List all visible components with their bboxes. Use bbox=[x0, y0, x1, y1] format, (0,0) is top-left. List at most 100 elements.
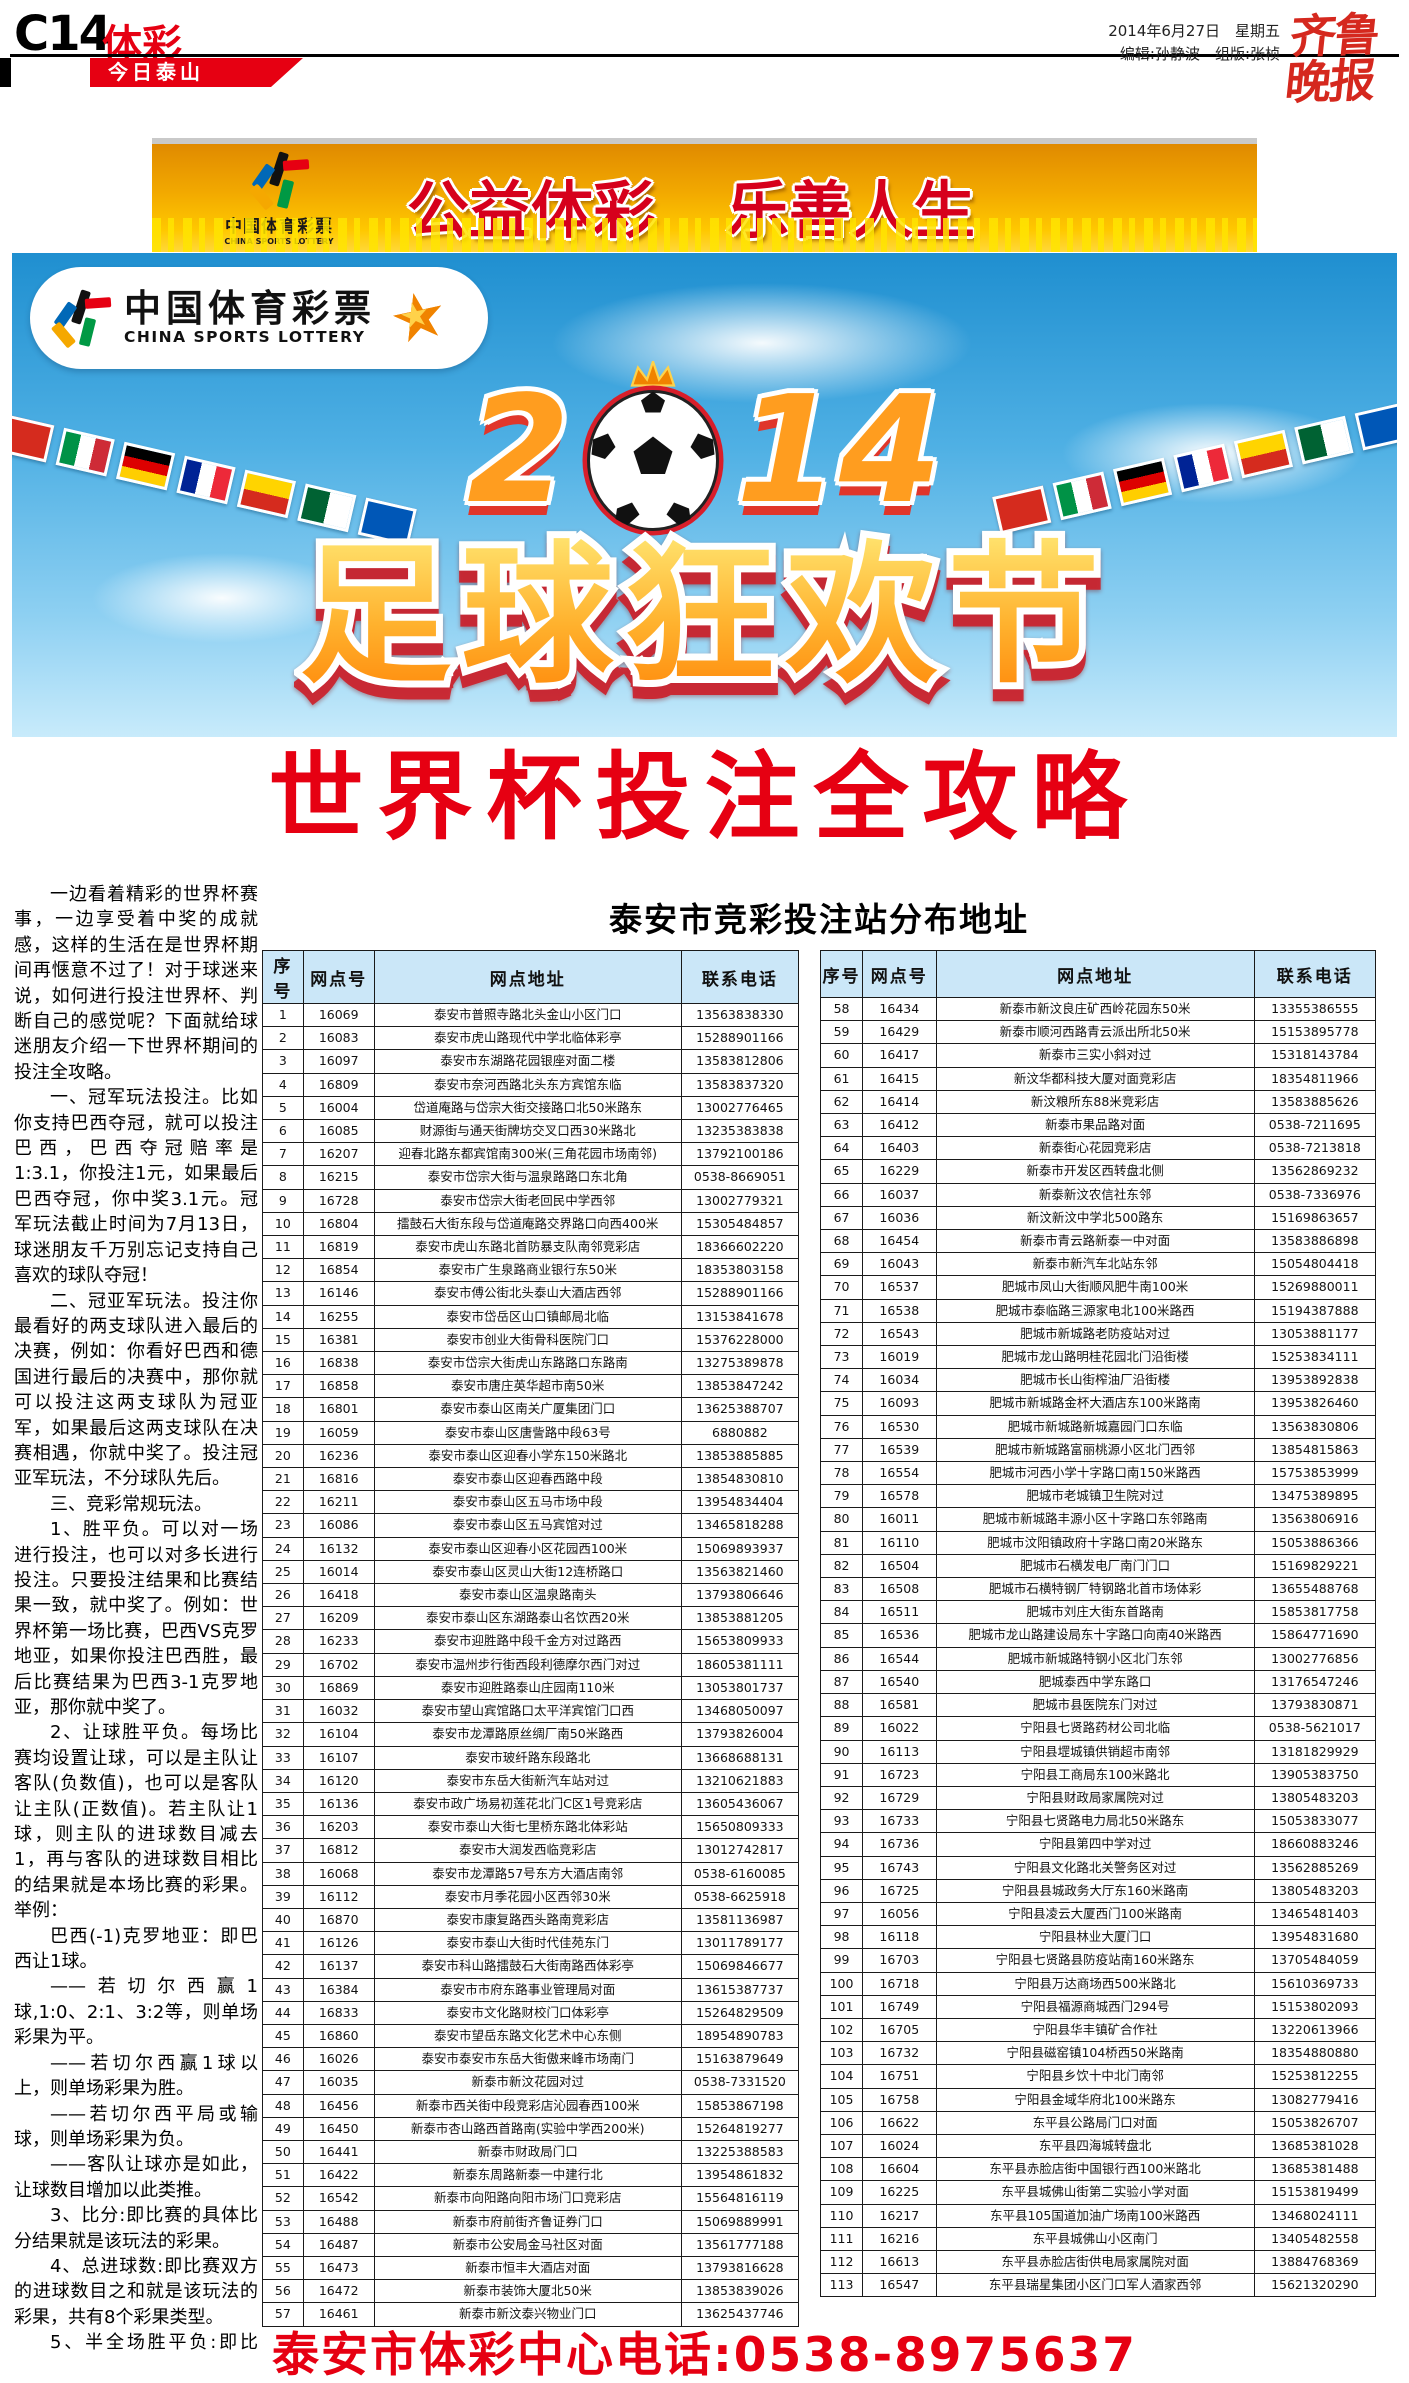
main-headline: 世界杯投注全攻略 bbox=[268, 742, 1141, 853]
table-row: 107 16024 东平县四海城转盘北 13685381028 bbox=[819, 2133, 1377, 2159]
column-header: 网点地址 bbox=[373, 950, 682, 1004]
cloud bbox=[552, 283, 972, 403]
page-number: C14 bbox=[14, 6, 112, 62]
table-row: 37 16812 泰安市大润发西临竞彩店 13012742817 bbox=[262, 1838, 800, 1863]
table-row: 18 16801 泰安市泰山区南关广厦集团门口 13625388707 bbox=[262, 1397, 800, 1422]
table-row: 88 16581 肥城市县医院东门对过 13793830871 bbox=[819, 1693, 1377, 1718]
table-row: 33 16107 泰安市玻纤路东段路北 13668688131 bbox=[262, 1745, 800, 1770]
table-row: 84 16511 肥城市刘庄大街东首路南 15853817758 bbox=[819, 1600, 1377, 1625]
article-paragraph: ——客队让球亦是如此，让球数目增加以此类推。 bbox=[14, 2154, 258, 2201]
table-row: 29 16702 泰安市温州步行街西段利德摩尔西门对过 18605381111 bbox=[262, 1652, 800, 1677]
article-paragraph: ——若切尔西赢1球以上，则单场彩果为胜。 bbox=[14, 2052, 258, 2100]
table-row: 9 16728 泰安市岱宗大街老回民中学西邻 13002779321 bbox=[262, 1188, 800, 1213]
table-row: 3 16097 泰安市东湖路花园银座对面二楼 13583812806 bbox=[262, 1049, 800, 1074]
table-row: 32 16104 泰安市龙潭路原丝绸厂南50米路西 13793826004 bbox=[262, 1722, 800, 1747]
table-row: 11 16819 泰安市虎山东路北首防暴支队南邻竞彩店 18366602220 bbox=[262, 1235, 800, 1260]
column-header: 网点号 bbox=[302, 950, 375, 1004]
table-row: 7 16207 迎春北路东都宾馆南300米(三角花园市场南邻) 13792100186 bbox=[262, 1142, 800, 1167]
lottery-ribbon-icon bbox=[50, 289, 112, 349]
table-row: 24 16132 泰安市泰山区迎春小区花园西100米 15069893937 bbox=[262, 1536, 800, 1561]
table-row: 46 16026 泰安市泰安市东岳大街傲来峰市场南门 15163879649 bbox=[262, 2047, 800, 2072]
column-header: 网点地址 bbox=[935, 950, 1255, 998]
table-row: 4 16809 泰安市奈河西路北头东方宾馆东临 13583837320 bbox=[262, 1072, 800, 1097]
table-row: 67 16036 新汶新汶中学北500路东 15169863657 bbox=[819, 1205, 1377, 1231]
station-list-title: 泰安市竞彩投注站分布地址 bbox=[609, 900, 1029, 939]
table-row: 14 16255 泰安市岱岳区山口镇邮局北临 13153841678 bbox=[262, 1304, 800, 1329]
article-paragraph: 5、半全场胜平负:即比赛“半场和全场”的结果组合就是该玩法的彩果，共有9个彩果类… bbox=[50, 2332, 258, 2354]
table-row: 94 16736 宁阳县第四中学对过 18660883246 bbox=[819, 1832, 1377, 1857]
table-row: 76 16530 肥城市新城路新城嘉园门口东临 13563830806 bbox=[819, 1414, 1377, 1439]
table-row: 25 16014 泰安市泰山区灵山大街12连桥路口 13563821460 bbox=[262, 1559, 800, 1585]
table-row: 86 16544 肥城市新城路特钢小区北门东邻 13002776856 bbox=[819, 1646, 1377, 1671]
table-row: 23 16086 泰安市泰山区五马宾馆对过 13465818288 bbox=[262, 1513, 800, 1538]
table-row: 80 16011 肥城市新城路丰源小区十字路口东邻路南 13563806916 bbox=[819, 1507, 1377, 1532]
paper-logo: 齐鲁晚报 bbox=[1282, 6, 1382, 110]
article-paragraph: 3、比分:即比赛的具体比分结果就是该玩法的彩果。 bbox=[14, 2205, 258, 2252]
table-row: 51 16422 新泰东周路新泰一中建行北 13954861832 bbox=[262, 2163, 800, 2188]
table-row: 68 16454 新泰市青云路新泰一中对面 13583886898 bbox=[819, 1229, 1377, 1254]
staff-line: 编辑:孙静波 组版:张桢 bbox=[1119, 45, 1280, 64]
table-row: 81 16110 肥城市汶阳镇政府十字路口南20米路东 15053886366 bbox=[819, 1530, 1377, 1555]
table-row: 87 16540 肥城泰西中学东路口 13176547246 bbox=[819, 1669, 1377, 1695]
table-row: 78 16554 肥城市河西小学十字路口南150米路西 15753853999 bbox=[819, 1461, 1377, 1486]
table-row: 27 16209 泰安市泰山区东湖路泰山名饮西20米 13853881205 bbox=[262, 1606, 800, 1631]
table-row: 56 16472 新泰市装饰大厦北50米 13853839026 bbox=[262, 2279, 800, 2304]
column-header: 网点号 bbox=[862, 950, 937, 998]
table-row: 66 16037 新泰新汶农信社东邻 0538-7336976 bbox=[819, 1182, 1377, 1207]
football-carnival-poster: 中国体育彩票 CHINA SPORTS LOTTERY ★ 2 14 bbox=[12, 253, 1397, 737]
table-row: 31 16032 泰安市望山宾馆路口太平洋宾馆门口西 13468050097 bbox=[262, 1699, 800, 1724]
table-row: 6 16085 财源街与通天街牌坊交叉口西30米路北 13235383838 bbox=[262, 1119, 800, 1144]
station-table-left: 序号 网点号 网点地址 联系电话 1 16069 泰安市普照寺路北头金山小区门口 135638… bbox=[262, 950, 800, 2327]
table-row: 15 16381 泰安市创业大街骨科医院门口 15376228000 bbox=[262, 1327, 800, 1353]
table-row: 38 16068 泰安市龙潭路57号东方大酒店南邻 0538-6160085 bbox=[262, 1861, 800, 1886]
table-row: 57 16461 新泰市新汶泰兴物业门口 13625437746 bbox=[262, 2302, 800, 2327]
table-row: 96 16725 宁阳县县城政务大厅东160米路南 13805483203 bbox=[819, 1878, 1377, 1903]
table-row: 71 16538 肥城市泰临路三源家电北100米路西 15194387888 bbox=[819, 1298, 1377, 1323]
soccer-ball-icon bbox=[582, 361, 724, 536]
table-row: 73 16019 肥城市龙山路明桂花园北门沿街楼 15253834111 bbox=[819, 1345, 1377, 1370]
event-title-outline: 足球狂欢节 bbox=[12, 520, 1397, 711]
table-row: 40 16870 泰安市康复路西头路南竞彩店 13581136987 bbox=[262, 1907, 800, 1933]
table-row: 85 16536 肥城市龙山路建设局东十字路口向南40米路西 15864771690 bbox=[819, 1623, 1377, 1648]
table-row: 17 16858 泰安市唐庄英华超市南50米 13853847242 bbox=[262, 1374, 800, 1399]
table-row: 19 16059 泰安市泰山区唐訾路中段63号 6880882 bbox=[262, 1420, 800, 1445]
betting-guide-article: 一边看着精彩的世界杯赛事，一边享受着中奖的成就感，这样的生活在是世界杯期间再惬意… bbox=[14, 882, 258, 2357]
table-row: 104 16751 宁阳县乡饮十中北门南邻 15253812255 bbox=[819, 2064, 1377, 2089]
table-row: 22 16211 泰安市泰山区五马市场中段 13954834404 bbox=[262, 1490, 800, 1515]
table-row: 2 16083 泰安市虎山路现代中学北临体彩亭 15288901166 bbox=[262, 1026, 800, 1051]
table-row: 49 16450 新泰市杏山路西首路南(实验中学西200米) 15264819277 bbox=[262, 2116, 800, 2141]
table-row: 13 16146 泰安市傅公街北头泰山大酒店西邻 15288901166 bbox=[262, 1281, 800, 1306]
skyline-silhouette bbox=[152, 218, 1257, 252]
table-row: 61 16415 新汶华都科技大厦对面竞彩店 18354811966 bbox=[819, 1066, 1377, 1091]
station-table-right: 序号 网点号 网点地址 联系电话 58 16434 新泰市新汶良庄矿西岭花园东50米 1335… bbox=[819, 950, 1377, 2298]
table-row: 90 16113 宁阳县堽城镇供销超市南邻 13181829929 bbox=[819, 1739, 1377, 1764]
table-row: 108 16604 东平县赤脸店街中国银行西100米路北 13685381488 bbox=[819, 2157, 1377, 2182]
table-row: 28 16233 泰安市迎胜路中段千金方对过路西 15653809933 bbox=[262, 1629, 800, 1654]
edge-mark bbox=[0, 58, 11, 87]
table-row: 99 16703 宁阳县七贤路县防疫站南160米路东 13705484059 bbox=[819, 1948, 1377, 1973]
table-row: 91 16723 宁阳县工商局东100米路北 13905383750 bbox=[819, 1762, 1377, 1787]
table-header-row: 序号 网点号 网点地址 联系电话 bbox=[262, 950, 800, 1004]
table-row: 20 16236 泰安市泰山区迎春小学东150米路北 13853885885 bbox=[262, 1443, 800, 1469]
lottery-ribbon-icon bbox=[248, 151, 310, 211]
masthead-rule bbox=[10, 54, 1399, 57]
table-row: 21 16816 泰安市泰山区迎春西路中段 13854830810 bbox=[262, 1467, 800, 1492]
table-row: 79 16578 肥城市老城镇卫生院对过 13475389895 bbox=[819, 1484, 1377, 1509]
article-paragraph: 2、让球胜平负。每场比赛均设置让球，可以是主队让客队(负数值)，也可以是客队让主… bbox=[14, 1722, 258, 1922]
table-row: 58 16434 新泰市新汶良庄矿西岭花园东50米 13355386555 bbox=[819, 996, 1377, 1022]
table-row: 74 16034 肥城市长山街榨油厂沿街楼 13953892838 bbox=[819, 1368, 1377, 1393]
article-paragraph: 巴西(-1)克罗地亚：即巴西让1球。 bbox=[14, 1925, 258, 1973]
article-paragraph: 三、竞彩常规玩法。 bbox=[50, 1493, 212, 1515]
table-row: 34 16120 泰安市东岳大街新汽车站对过 13210621883 bbox=[262, 1768, 800, 1793]
table-row: 39 16112 泰安市月季花园小区西邻30米 0538-6625918 bbox=[262, 1884, 800, 1909]
table-row: 60 16417 新泰市三实小斜对过 15318143784 bbox=[819, 1043, 1377, 1068]
table-row: 42 16137 泰安市科山路擂鼓石大街南路西体彩亭 15069846677 bbox=[262, 1954, 800, 1979]
table-row: 69 16043 新泰市新汽车北站东邻 15054804418 bbox=[819, 1252, 1377, 1277]
table-row: 62 16414 新汶粮所东88米竞彩店 13583885626 bbox=[819, 1089, 1377, 1115]
table-row: 113 16547 东平县瑞星集团小区门口军人酒家西邻 15621320290 bbox=[819, 2273, 1377, 2298]
table-row: 54 16487 新泰市公安局金马社区对面 13561777188 bbox=[262, 2232, 800, 2257]
table-row: 65 16229 新泰市开发区西转盘北侧 13562869232 bbox=[819, 1159, 1377, 1184]
table-row: 63 16412 新泰市果品路对面 0538-7211695 bbox=[819, 1113, 1377, 1138]
table-row: 95 16743 宁阳县文化路北关警务区对过 13562885269 bbox=[819, 1855, 1377, 1880]
